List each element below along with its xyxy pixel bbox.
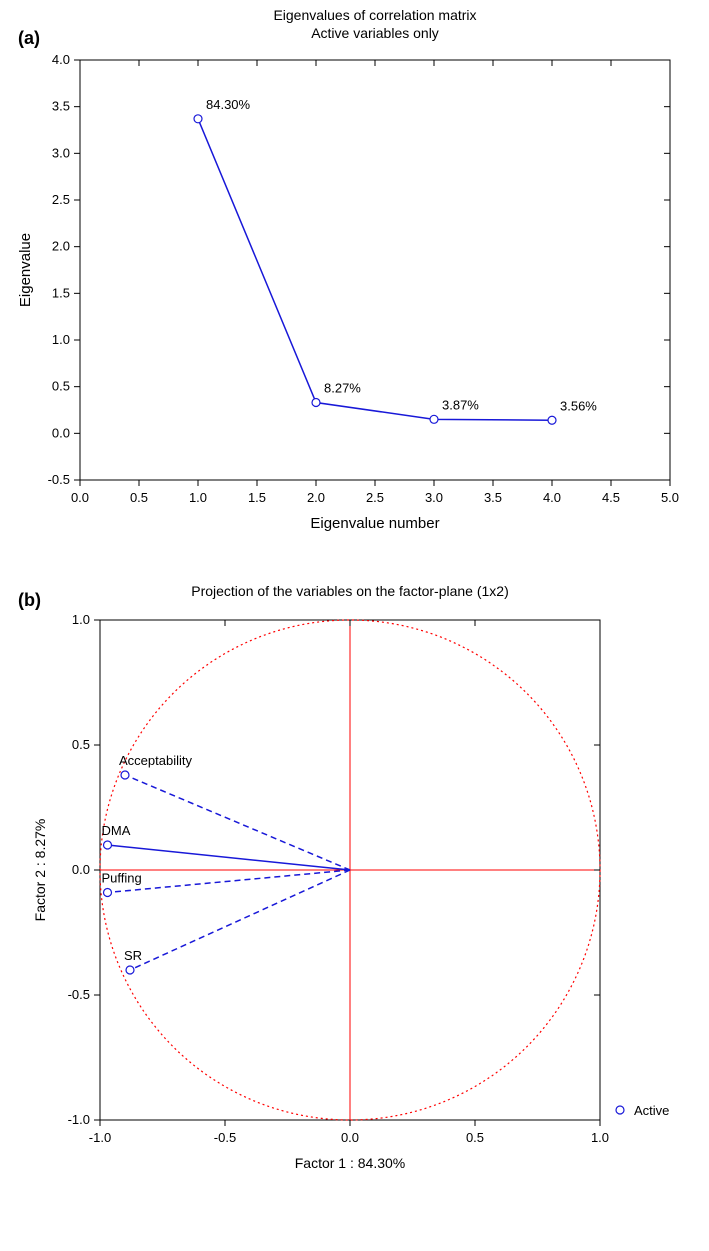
data-point (312, 399, 320, 407)
loading-marker (104, 841, 112, 849)
panel-a-label: (a) (18, 28, 40, 49)
data-label: 3.87% (442, 397, 479, 412)
ylabel-b: Factor 2 : 8.27% (32, 819, 48, 922)
plot-a-border (80, 60, 670, 480)
factor-plane-plot: Projection of the variables on the facto… (0, 560, 709, 1251)
xtick-label: 4.5 (602, 490, 620, 505)
ytick-label: -1.0 (68, 1112, 90, 1127)
xlabel-a: Eigenvalue number (310, 515, 439, 532)
ytick-label: 2.5 (52, 192, 70, 207)
ytick-label: 0.0 (52, 425, 70, 440)
ytick-label: -0.5 (48, 472, 70, 487)
loading-label: Puffing (102, 871, 142, 886)
data-point (430, 415, 438, 423)
xtick-label: 3.0 (425, 490, 443, 505)
data-label: 8.27% (324, 381, 361, 396)
chart-b-title: Projection of the variables on the facto… (191, 583, 509, 599)
xlabel-b: Factor 1 : 84.30% (295, 1155, 406, 1171)
loading-marker (126, 966, 134, 974)
figure-container: (a) Eigenvalues of correlation matrix Act… (0, 0, 709, 1251)
data-label: 84.30% (206, 97, 251, 112)
xtick-label: 5.0 (661, 490, 679, 505)
xtick-label: 1.5 (248, 490, 266, 505)
legend-label: Active (634, 1103, 669, 1118)
xtick-label: -0.5 (214, 1130, 236, 1145)
ytick-label: 3.5 (52, 99, 70, 114)
ytick-label: 0.0 (72, 862, 90, 877)
ytick-label: 1.5 (52, 285, 70, 300)
xtick-label: 4.0 (543, 490, 561, 505)
loading-label: SR (124, 948, 142, 963)
data-point (548, 416, 556, 424)
loading-marker (104, 889, 112, 897)
xtick-label: 0.0 (341, 1130, 359, 1145)
chart-a-title-1: Eigenvalues of correlation matrix (273, 7, 476, 23)
xtick-label: 3.5 (484, 490, 502, 505)
ytick-label: 0.5 (72, 737, 90, 752)
xtick-label: 2.0 (307, 490, 325, 505)
loading-label: Acceptability (119, 753, 192, 768)
xtick-label: 1.0 (591, 1130, 609, 1145)
ytick-label: 1.0 (52, 332, 70, 347)
ylabel-a: Eigenvalue (17, 233, 34, 307)
ytick-label: 3.0 (52, 145, 70, 160)
panel-b-label: (b) (18, 590, 41, 611)
legend-marker-icon (616, 1106, 624, 1114)
xtick-label: 0.0 (71, 490, 89, 505)
ytick-label: 4.0 (52, 52, 70, 67)
data-label: 3.56% (560, 398, 597, 413)
loading-marker (121, 771, 129, 779)
xtick-label: -1.0 (89, 1130, 111, 1145)
xtick-label: 0.5 (130, 490, 148, 505)
xtick-label: 0.5 (466, 1130, 484, 1145)
chart-a-title-2: Active variables only (311, 25, 439, 41)
ytick-label: -0.5 (68, 987, 90, 1002)
ytick-label: 0.5 (52, 379, 70, 394)
scree-plot: Eigenvalues of correlation matrix Active … (0, 0, 709, 560)
ytick-label: 1.0 (72, 612, 90, 627)
data-point (194, 115, 202, 123)
ytick-label: 2.0 (52, 239, 70, 254)
xtick-label: 1.0 (189, 490, 207, 505)
loading-label: DMA (102, 823, 131, 838)
xtick-label: 2.5 (366, 490, 384, 505)
